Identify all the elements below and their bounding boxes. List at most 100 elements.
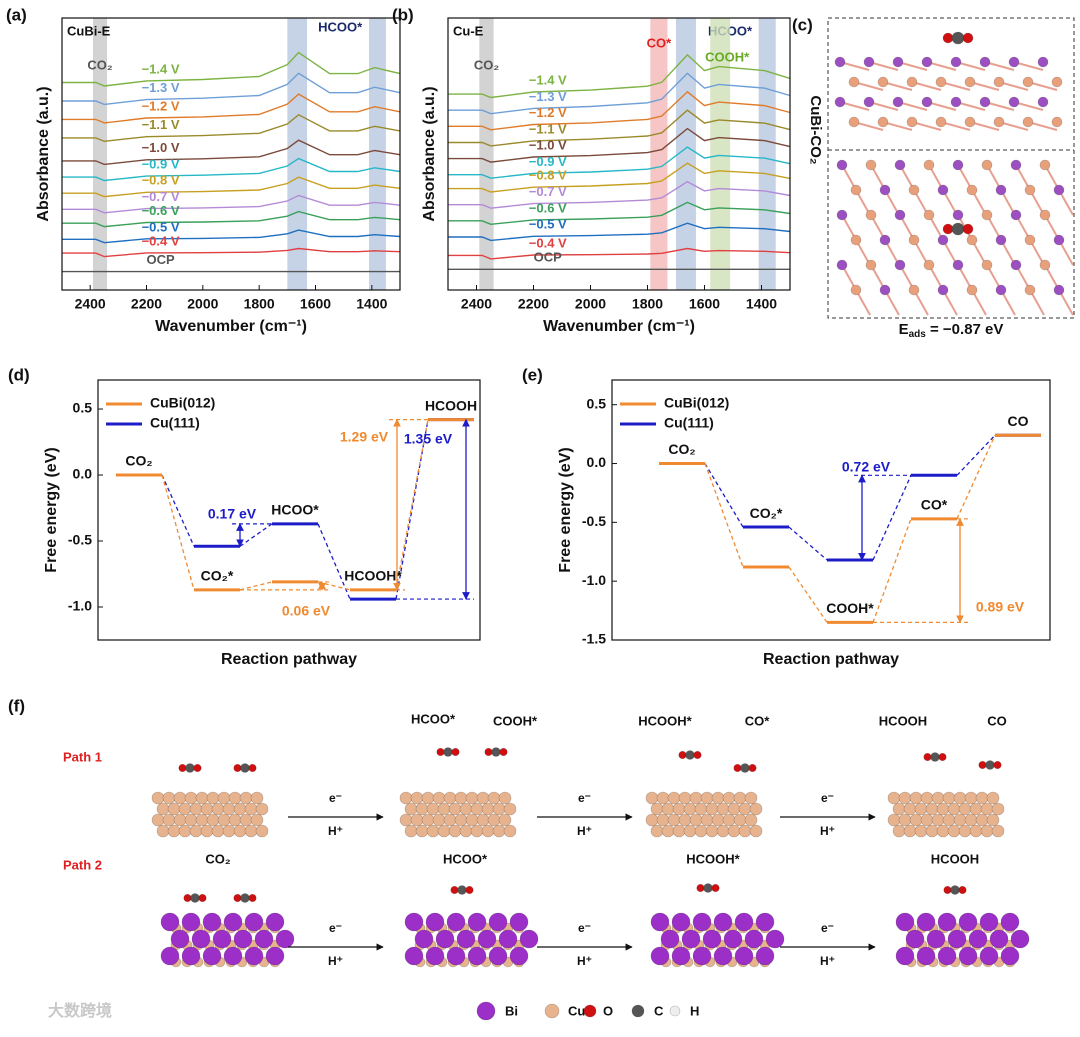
atom	[926, 929, 946, 949]
atom	[189, 802, 203, 816]
atom	[958, 912, 978, 932]
arrow-top: e⁻	[329, 791, 342, 805]
atom	[1053, 234, 1065, 246]
series-label: −0.8 V	[142, 173, 180, 188]
atom	[943, 885, 952, 895]
atom	[1024, 284, 1036, 296]
atom	[1022, 76, 1034, 88]
atom	[228, 813, 242, 827]
bond	[955, 61, 986, 71]
atom	[244, 802, 258, 816]
connector	[239, 581, 273, 591]
atom	[656, 791, 670, 805]
atom	[443, 813, 457, 827]
atom	[448, 802, 462, 816]
y-tick-label: 0.5	[587, 395, 607, 411]
atom	[244, 946, 264, 966]
atom	[834, 96, 846, 108]
atom	[451, 747, 460, 757]
atom	[942, 791, 956, 805]
bond	[839, 101, 870, 111]
x-tick-label: 2200	[518, 296, 549, 312]
atom	[958, 802, 972, 816]
atom	[865, 209, 877, 221]
atom	[694, 824, 708, 838]
panel-tag: (d)	[8, 365, 30, 384]
series-label: −0.9 V	[529, 154, 567, 169]
atom	[925, 802, 939, 816]
atom	[921, 96, 933, 108]
atom	[491, 747, 501, 757]
y-tick-label: 0.0	[587, 454, 607, 470]
atom	[693, 750, 702, 760]
atom	[694, 802, 708, 816]
atom	[958, 885, 967, 895]
x-axis-label: Reaction pathway	[763, 651, 899, 668]
spectrum-line	[62, 210, 401, 228]
atom	[200, 824, 214, 838]
arrow-top: e⁻	[329, 921, 342, 935]
atom	[935, 76, 947, 88]
atom	[914, 824, 928, 838]
atom	[414, 929, 434, 949]
series-label: −0.7 V	[529, 184, 567, 199]
connector	[317, 581, 351, 591]
bond	[984, 101, 1015, 111]
atom	[947, 824, 961, 838]
atom	[1039, 259, 1051, 271]
atom	[877, 76, 889, 88]
atom	[399, 791, 413, 805]
atom	[488, 912, 508, 932]
bond	[926, 61, 957, 71]
atom	[503, 802, 517, 816]
atom	[1010, 929, 1030, 949]
atom	[425, 912, 445, 932]
atom	[437, 824, 451, 838]
step-label: CO	[1008, 413, 1029, 429]
atom	[755, 946, 775, 966]
atom	[454, 813, 468, 827]
species-label: HCOOH*	[638, 713, 692, 728]
bond	[868, 101, 899, 111]
step-label: CO₂	[125, 453, 152, 469]
atom	[749, 824, 763, 838]
series-label: −1.4 V	[529, 72, 567, 87]
x-tick-label: 2200	[131, 296, 162, 312]
atom	[920, 813, 934, 827]
atom	[738, 824, 752, 838]
legend-label: Cu(111)	[664, 415, 714, 431]
spectrum-line	[448, 90, 791, 131]
step-label: HCOO*	[271, 502, 319, 518]
atom	[185, 763, 195, 773]
species-label: HCOOH	[931, 851, 979, 866]
atom	[936, 824, 950, 838]
y-axis-label: Absorbance (a.u.)	[421, 86, 438, 221]
atom	[993, 76, 1005, 88]
atom	[404, 824, 418, 838]
atom	[738, 802, 752, 816]
atom	[470, 802, 484, 816]
series-label: OCP	[534, 250, 563, 265]
atom	[671, 912, 691, 932]
atom	[404, 802, 418, 816]
atom	[481, 802, 495, 816]
atom	[991, 824, 1005, 838]
atom	[703, 883, 713, 893]
atom	[727, 802, 741, 816]
atom	[1008, 96, 1020, 108]
band	[650, 18, 668, 290]
atom	[488, 946, 508, 966]
atom	[908, 184, 920, 196]
path-label: Path 2	[63, 857, 102, 872]
atom	[457, 885, 467, 895]
atom	[498, 791, 512, 805]
connector	[161, 474, 195, 591]
atom	[156, 824, 170, 838]
atom	[1039, 209, 1051, 221]
atom	[716, 824, 730, 838]
species-label: HCOO*	[411, 711, 456, 726]
atom	[892, 802, 906, 816]
atom	[456, 929, 476, 949]
y-tick-label: -0.5	[582, 513, 606, 529]
atom	[702, 929, 722, 949]
